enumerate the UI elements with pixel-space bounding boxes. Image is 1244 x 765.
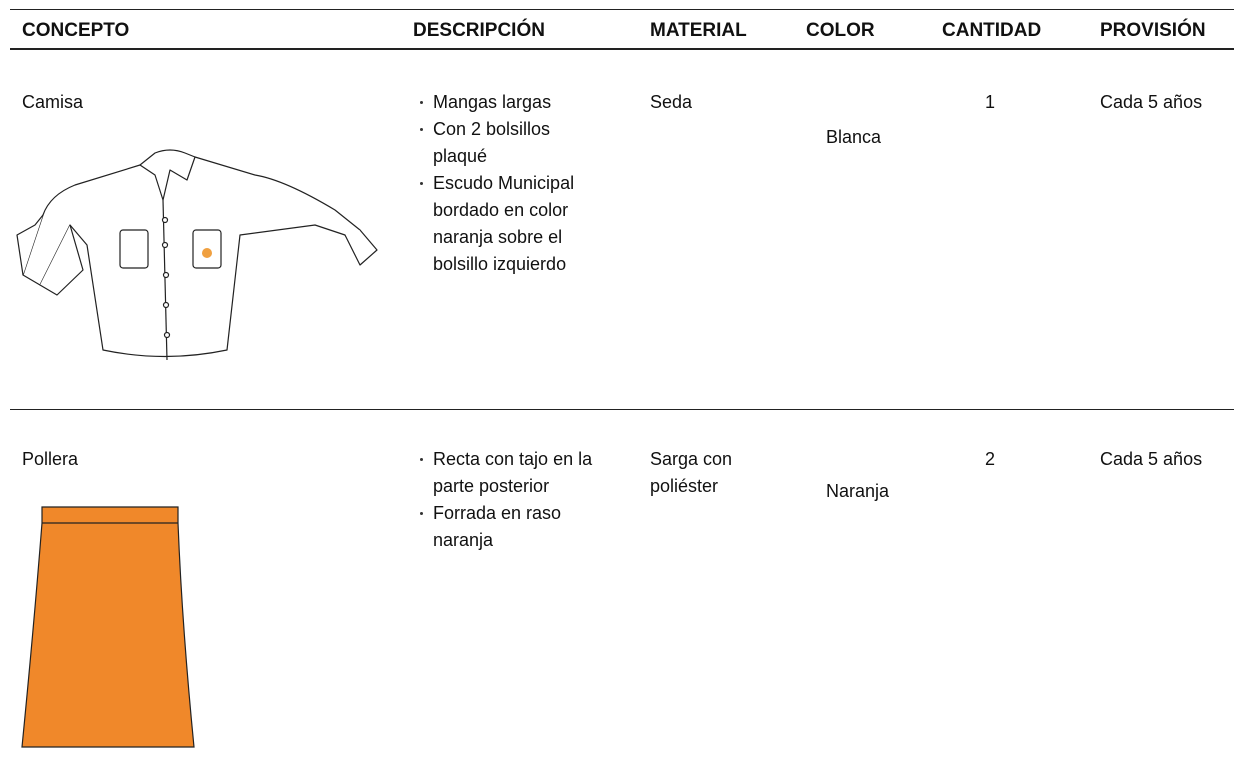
description-item: Forrada en raso naranja xyxy=(415,500,595,554)
material: Seda xyxy=(650,92,693,112)
header-cell: PROVISIÓN xyxy=(1100,20,1206,41)
description-list: Recta con tajo en la parte posterior For… xyxy=(415,446,595,554)
shirt-collar xyxy=(139,149,196,201)
quantity: 1 xyxy=(984,92,995,112)
bullet xyxy=(420,458,423,461)
skirt-image xyxy=(21,506,195,748)
left-pocket xyxy=(119,229,149,269)
material: Sarga con poliéster xyxy=(650,449,733,496)
description-item: Escudo Municipal bordado en color naranj… xyxy=(415,170,605,278)
concept: Pollera xyxy=(22,449,79,469)
header-cell: DESCRIPCIÓN xyxy=(413,20,545,41)
description-list: Mangas largas Con 2 bolsillos plaqué Esc… xyxy=(415,89,605,278)
description-text: Con 2 bolsillos plaqué xyxy=(433,119,551,166)
header-cell: COLOR xyxy=(806,20,875,41)
bullet xyxy=(420,128,423,131)
left-cuff xyxy=(39,224,84,296)
row-rule xyxy=(10,409,1234,410)
provision: Cada 5 años xyxy=(1100,92,1203,112)
header-cell: CONCEPTO xyxy=(22,20,130,41)
description-text: Mangas largas xyxy=(433,92,552,112)
bullet xyxy=(420,512,423,515)
emblem xyxy=(202,248,212,258)
provision: Cada 5 años xyxy=(1100,449,1203,469)
concept: Camisa xyxy=(22,92,84,112)
header-cell: CANTIDAD xyxy=(942,20,1042,41)
bullet xyxy=(420,101,423,104)
top-rule xyxy=(10,9,1234,10)
description-item: Recta con tajo en la parte posterior xyxy=(415,446,595,500)
description-text: Forrada en raso naranja xyxy=(433,503,562,550)
quantity: 2 xyxy=(984,449,995,469)
color: Blanca xyxy=(826,127,882,147)
left-sleeve-fold xyxy=(16,214,44,276)
buttons xyxy=(161,216,171,339)
description-item: Mangas largas xyxy=(415,89,605,116)
right-cuff xyxy=(344,229,378,266)
shirt-body xyxy=(22,156,361,358)
color: Naranja xyxy=(826,481,890,501)
header-cell: MATERIAL xyxy=(650,20,747,41)
description-item: Con 2 bolsillos plaqué xyxy=(415,116,605,170)
skirt-body xyxy=(21,506,195,748)
header-rule xyxy=(10,48,1234,50)
shirt-image xyxy=(16,149,378,361)
description-text: Escudo Municipal bordado en color naranj… xyxy=(433,173,575,274)
bullet xyxy=(420,182,423,185)
description-text: Recta con tajo en la parte posterior xyxy=(433,449,593,496)
